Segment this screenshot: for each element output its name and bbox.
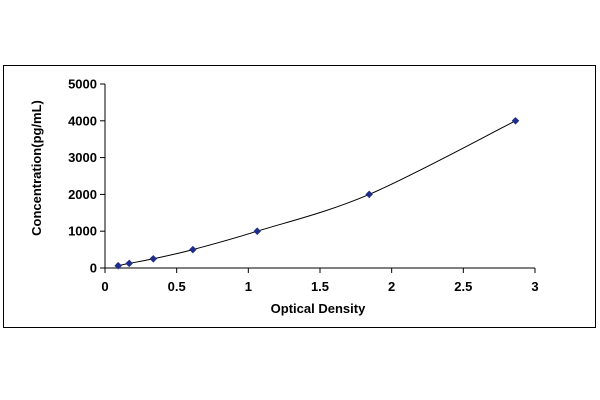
x-tick-label: 2 bbox=[388, 279, 395, 294]
x-tick-label: 1.5 bbox=[311, 279, 329, 294]
data-point-markers bbox=[114, 117, 520, 270]
standard-curve-line bbox=[118, 120, 516, 267]
x-axis-ticks: 0 0.5 1 1.5 2 2.5 3 bbox=[101, 268, 539, 294]
data-point-marker bbox=[149, 255, 158, 263]
y-tick-label: 1000 bbox=[68, 224, 97, 239]
y-tick-label: 5000 bbox=[68, 77, 97, 92]
y-axis-ticks: 0 1000 2000 3000 4000 5000 bbox=[68, 77, 105, 276]
y-tick-label: 4000 bbox=[68, 113, 97, 128]
x-tick-label: 3 bbox=[531, 279, 538, 294]
x-axis-title: Optical Density bbox=[271, 301, 366, 316]
x-tick-label: 0.5 bbox=[168, 279, 186, 294]
x-tick-label: 1 bbox=[245, 279, 252, 294]
y-tick-label: 3000 bbox=[68, 150, 97, 165]
data-point-marker bbox=[365, 190, 373, 199]
data-point-marker bbox=[253, 227, 261, 235]
data-point-marker bbox=[125, 259, 133, 268]
axes bbox=[104, 84, 535, 269]
chart-frame bbox=[3, 65, 596, 328]
y-tick-label: 0 bbox=[90, 261, 97, 276]
y-tick-label: 2000 bbox=[68, 187, 97, 202]
x-tick-label: 0 bbox=[101, 279, 108, 294]
data-point-marker bbox=[511, 117, 520, 125]
data-point-marker bbox=[189, 245, 197, 254]
x-tick-label: 2.5 bbox=[454, 279, 472, 294]
y-axis-title: Concentration(pg/mL) bbox=[29, 100, 44, 236]
data-point-marker bbox=[114, 261, 122, 270]
